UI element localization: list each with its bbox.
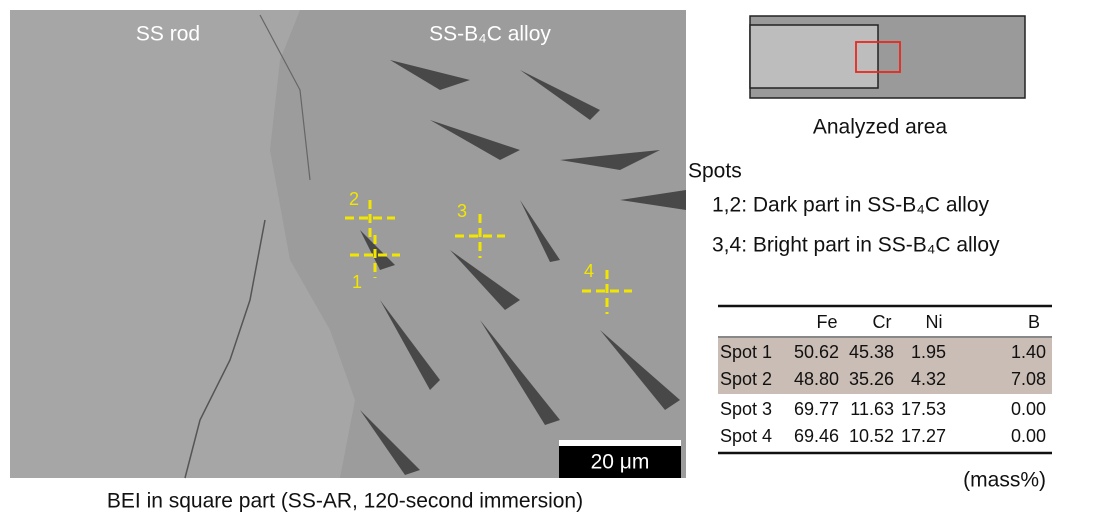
table-cell: 48.80 — [794, 369, 839, 389]
sample-diagram — [750, 16, 1025, 98]
diagram-label: Analyzed area — [813, 116, 948, 139]
table-cell: Spot 2 — [720, 369, 772, 389]
image-label: SS-B₄C alloy — [429, 23, 551, 46]
table-cell: 17.53 — [901, 399, 946, 419]
image-label: SS rod — [136, 23, 200, 46]
spots-note: 1,2: Dark part in SS-B₄C alloy — [712, 194, 990, 217]
table-header: B — [1028, 312, 1040, 332]
table-header: Ni — [926, 312, 943, 332]
spot-label: 4 — [584, 261, 594, 281]
table-cell: 0.00 — [1011, 399, 1046, 419]
table-cell: 10.52 — [849, 426, 894, 446]
table-header: Cr — [873, 312, 892, 332]
scale-bar-label: 20 μm — [591, 451, 650, 474]
table-cell: 50.62 — [794, 342, 839, 362]
table-cell: 17.27 — [901, 426, 946, 446]
table-cell: 7.08 — [1011, 369, 1046, 389]
spot-label: 3 — [457, 201, 467, 221]
table-cell: 1.95 — [911, 342, 946, 362]
table-cell: 4.32 — [911, 369, 946, 389]
table-cell: 69.77 — [794, 399, 839, 419]
table-cell: 11.63 — [850, 399, 894, 419]
table-cell: Spot 1 — [720, 342, 772, 362]
table-cell: Spot 3 — [720, 399, 772, 419]
table-cell: Spot 4 — [720, 426, 772, 446]
spots-note: 3,4: Bright part in SS-B₄C alloy — [712, 234, 1000, 257]
table-cell: 35.26 — [849, 369, 894, 389]
table-header: Fe — [816, 312, 837, 332]
sem-image — [10, 10, 686, 478]
caption: BEI in square part (SS-AR, 120-second im… — [107, 490, 583, 513]
table-cell: 69.46 — [794, 426, 839, 446]
figure: SS rod SS-B₄C alloy 20 μm 1 2 3 4 BEI in… — [0, 0, 1094, 524]
table-cell: 45.38 — [849, 342, 894, 362]
table-cell: 0.00 — [1011, 426, 1046, 446]
spot-label: 2 — [349, 189, 359, 209]
table-unit: (mass%) — [963, 469, 1046, 492]
table-cell: 1.40 — [1011, 342, 1046, 362]
spot-label: 1 — [352, 272, 362, 292]
spots-title: Spots — [688, 160, 742, 183]
